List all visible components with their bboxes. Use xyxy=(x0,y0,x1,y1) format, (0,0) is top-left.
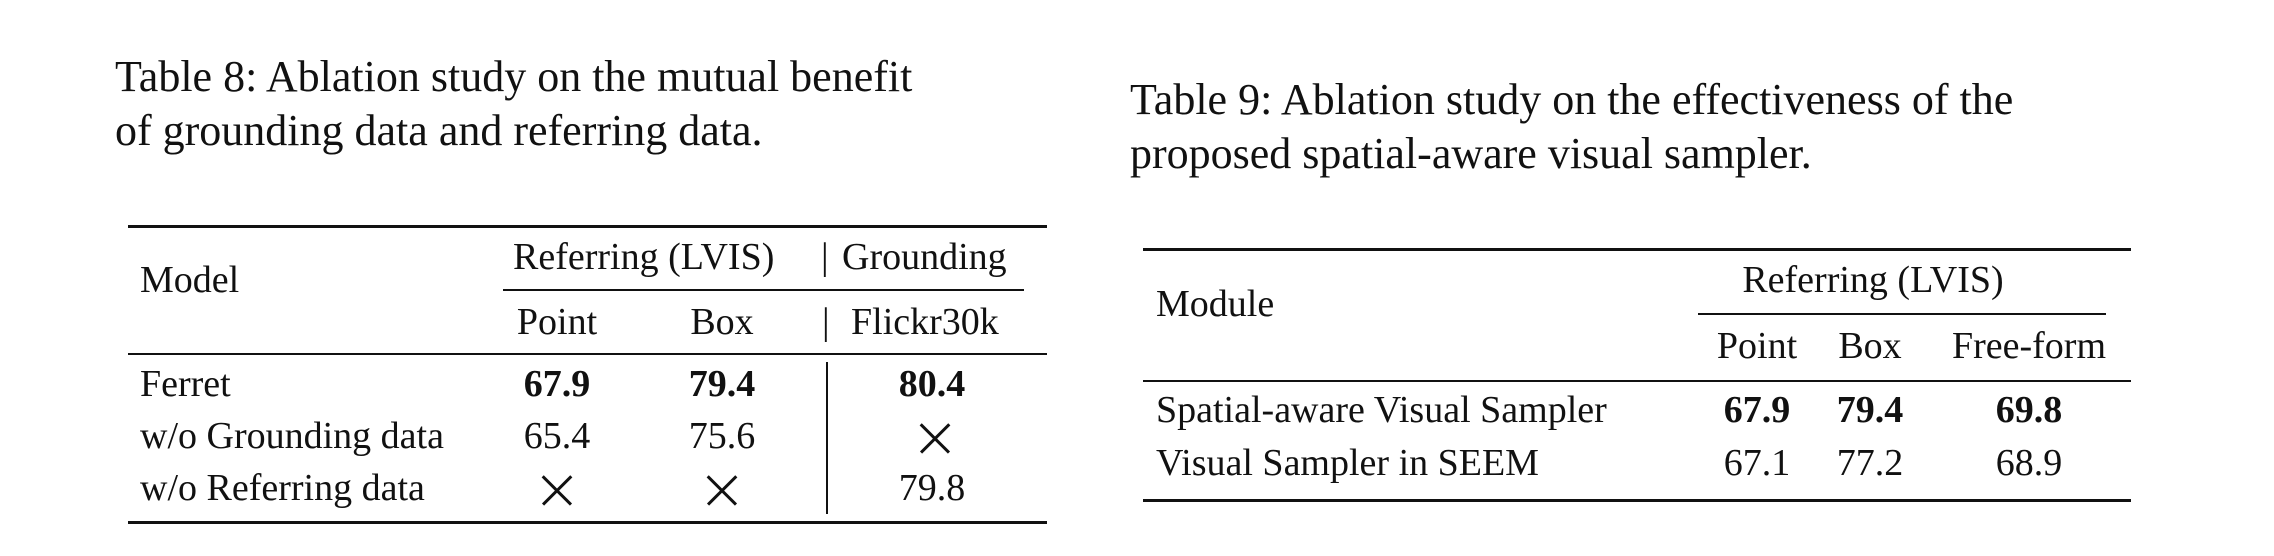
table9-row1-module: Spatial-aware Visual Sampler xyxy=(1156,389,1607,431)
table9-row1-freeform: 69.8 xyxy=(1995,389,2063,431)
table8-header-referring-group: Referring (LVIS) xyxy=(513,236,775,278)
table8-caption: Table 8: Ablation study on the mutual be… xyxy=(115,50,912,158)
table9-row2-point: 67.1 xyxy=(1723,442,1791,484)
table8-group-underline xyxy=(503,289,1024,291)
table8-row2-flickr-cross-icon xyxy=(918,421,952,455)
table9-caption: Table 9: Ablation study on the effective… xyxy=(1130,73,2013,181)
table8-header-group-separator: | xyxy=(821,236,829,278)
table8-body-divider xyxy=(826,362,828,514)
table8-header-box: Box xyxy=(690,301,754,343)
table8-caption-line1: Table 8: Ablation study on the mutual be… xyxy=(115,52,913,101)
table8-header-sub-separator: | xyxy=(822,301,830,343)
table8-row1-flickr: 80.4 xyxy=(898,363,966,405)
table8-row2-box: 75.6 xyxy=(688,415,756,457)
table8-mid-rule xyxy=(128,353,1047,355)
table9-bottom-rule xyxy=(1143,499,2131,502)
table9-header-freeform: Free-form xyxy=(1951,325,2107,367)
table8-header-point: Point xyxy=(516,301,598,343)
table9-header-box: Box xyxy=(1838,325,1902,367)
table8-row1-point: 67.9 xyxy=(523,363,591,405)
table8-caption-line2: of grounding data and referring data. xyxy=(115,106,763,155)
table8-header-model: Model xyxy=(140,259,240,301)
table8-row3-model: w/o Referring data xyxy=(140,467,425,509)
table9-row2-module: Visual Sampler in SEEM xyxy=(1156,442,1539,484)
table9-caption-line2: proposed spatial-aware visual sampler. xyxy=(1130,129,1812,178)
table8-header-grounding-group: Grounding xyxy=(842,236,1007,278)
table9-caption-line1: Table 9: Ablation study on the effective… xyxy=(1130,75,2014,124)
table8-header-flickr: Flickr30k xyxy=(851,301,999,343)
table8-row3-point-cross-icon xyxy=(540,473,574,507)
table8-row3-box-cross-icon xyxy=(705,473,739,507)
table9-group-underline xyxy=(1698,313,2106,315)
table8-row3-flickr: 79.8 xyxy=(898,467,966,509)
table8-bottom-rule xyxy=(128,521,1047,524)
table9-row2-freeform: 68.9 xyxy=(1995,442,2063,484)
table8-top-rule xyxy=(128,225,1047,228)
table9-row2-box: 77.2 xyxy=(1836,442,1904,484)
table9-header-point: Point xyxy=(1716,325,1798,367)
table9-mid-rule xyxy=(1143,380,2131,382)
table8-row1-model: Ferret xyxy=(140,363,231,405)
table9-row1-point: 67.9 xyxy=(1723,389,1791,431)
table9-header-referring-group: Referring (LVIS) xyxy=(1742,259,2004,301)
table8-row2-point: 65.4 xyxy=(523,415,591,457)
table9-top-rule xyxy=(1143,248,2131,251)
table9-header-module: Module xyxy=(1156,283,1275,325)
table8-row2-model: w/o Grounding data xyxy=(140,415,444,457)
table8-row1-box: 79.4 xyxy=(688,363,756,405)
table9-row1-box: 79.4 xyxy=(1836,389,1904,431)
